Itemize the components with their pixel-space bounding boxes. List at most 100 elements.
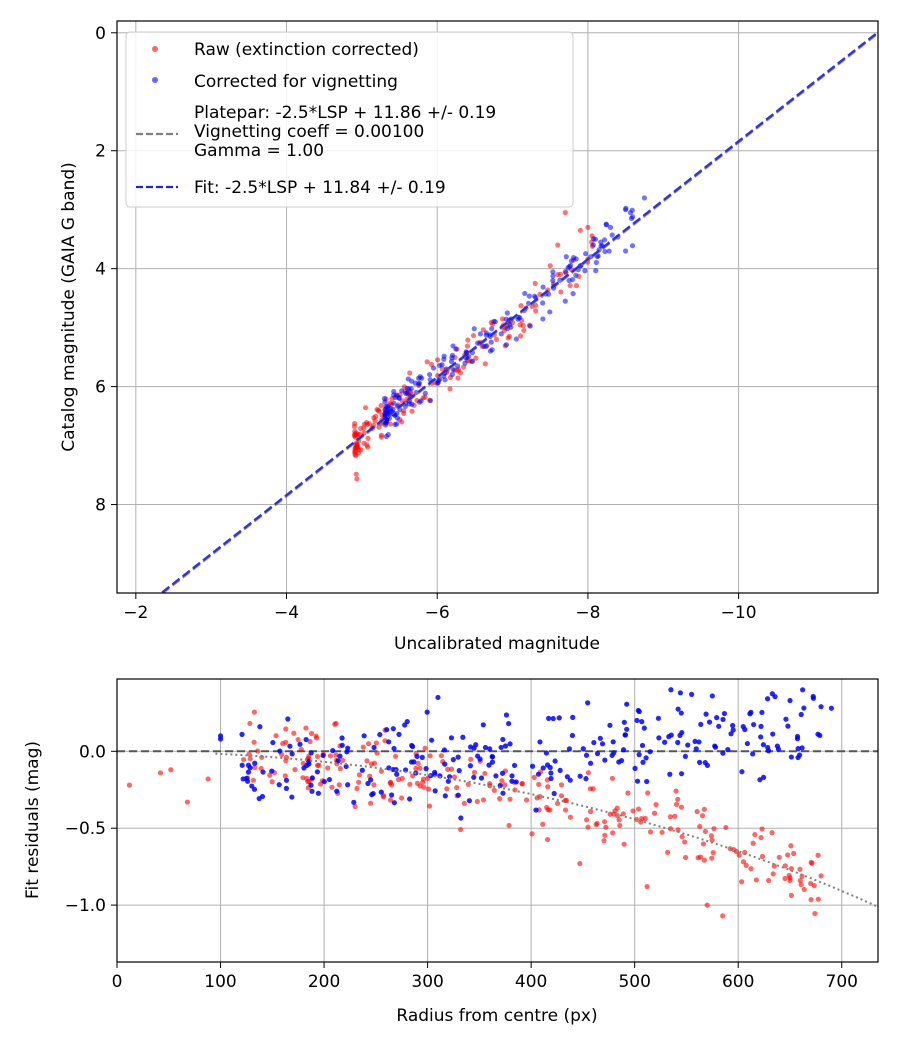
- raw-residual-point: [536, 781, 542, 787]
- top-x-tick-label: −4: [274, 603, 299, 623]
- corrected-point: [450, 367, 456, 373]
- raw-residual-point: [702, 828, 708, 835]
- raw-residual-point: [438, 753, 444, 759]
- corrected-residual-point: [655, 715, 662, 721]
- corrected-residual-point: [337, 753, 343, 759]
- top-legend: Raw (extinction corrected) Corrected for…: [125, 31, 574, 208]
- corrected-residual-point: [577, 773, 583, 779]
- corrected-point: [477, 331, 483, 337]
- corrected-residual-point: [351, 799, 357, 805]
- raw-residual-point: [333, 720, 339, 727]
- corrected-residual-point: [256, 795, 262, 802]
- corrected-residual-point: [828, 705, 835, 711]
- raw-residual-point: [415, 760, 421, 767]
- raw-residual-point: [610, 830, 616, 836]
- raw-residual-point: [567, 814, 574, 820]
- raw-residual-point: [427, 803, 433, 809]
- raw-residual-point: [417, 765, 423, 771]
- raw-residual-point: [797, 866, 803, 872]
- corrected-residual-point: [587, 760, 594, 766]
- corrected-residual-point: [503, 712, 510, 718]
- corrected-point: [469, 358, 476, 364]
- fit-line: [161, 31, 878, 593]
- raw-residual-point: [815, 896, 821, 902]
- bottom-y-tick-label: 0.0: [79, 742, 106, 762]
- corrected-point: [603, 222, 610, 228]
- corrected-residual-point: [315, 790, 321, 796]
- raw-point: [585, 224, 591, 230]
- corrected-residual-point: [725, 747, 731, 753]
- raw-residual-point: [625, 790, 631, 796]
- bottom-x-tick-label: 400: [515, 972, 547, 992]
- raw-residual-point: [507, 796, 513, 802]
- raw-residual-point: [240, 756, 247, 763]
- corrected-residual-point: [547, 764, 553, 771]
- raw-residual-point: [337, 766, 343, 772]
- raw-point: [435, 357, 441, 363]
- raw-residual-point: [482, 770, 488, 777]
- corrected-residual-point: [656, 735, 662, 741]
- legend-label-fit: Fit: -2.5*LSP + 11.84 +/- 0.19: [194, 178, 446, 198]
- corrected-residual-point: [616, 759, 622, 765]
- corrected-residual-point: [759, 709, 765, 716]
- corrected-residual-point: [458, 815, 464, 821]
- raw-residual-point: [708, 833, 715, 839]
- corrected-residual-point: [389, 792, 395, 798]
- corrected-residual-point: [442, 761, 448, 767]
- corrected-residual-point: [730, 722, 736, 729]
- corrected-residual-point: [566, 746, 573, 752]
- corrected-point: [622, 248, 629, 254]
- corrected-residual-point: [378, 789, 384, 795]
- corrected-residual-point: [424, 709, 430, 715]
- raw-residual-point: [739, 879, 745, 885]
- corrected-residual-point: [750, 751, 756, 757]
- raw-residual-point: [788, 865, 795, 872]
- corrected-residual-point: [217, 736, 224, 742]
- raw-residual-point: [269, 779, 275, 785]
- raw-residual-point: [630, 808, 636, 814]
- raw-residual-point: [422, 745, 428, 751]
- raw-residual-point: [675, 827, 681, 833]
- vignetting-model-curve: [215, 752, 878, 908]
- corrected-point: [547, 309, 553, 315]
- corrected-residual-point: [390, 766, 396, 773]
- corrected-residual-point: [540, 765, 546, 771]
- raw-residual-point: [373, 740, 379, 746]
- corrected-point: [462, 360, 468, 366]
- corrected-residual-point: [730, 727, 736, 733]
- raw-point: [464, 343, 471, 349]
- raw-residual-point: [770, 871, 776, 877]
- corrected-residual-point: [344, 749, 350, 755]
- raw-residual-point: [545, 836, 551, 843]
- raw-residual-point: [519, 781, 525, 787]
- raw-residual-point: [679, 834, 685, 840]
- corrected-point: [483, 332, 489, 338]
- corrected-residual-point: [641, 725, 647, 731]
- corrected-residual-point: [471, 745, 477, 751]
- corrected-residual-point: [239, 762, 245, 768]
- raw-residual-point: [782, 875, 788, 882]
- top-axes-frame: [116, 20, 879, 594]
- raw-residual-point: [471, 769, 478, 775]
- corrected-point: [566, 277, 572, 284]
- raw-residual-point: [461, 800, 467, 806]
- corrected-residual-point: [599, 741, 606, 747]
- corrected-residual-point: [636, 708, 642, 715]
- corrected-residual-point: [502, 743, 509, 749]
- corrected-residual-point: [467, 763, 474, 769]
- corrected-residual-point: [455, 754, 461, 760]
- corrected-point: [391, 400, 397, 406]
- raw-residual-point: [808, 897, 814, 903]
- raw-point: [361, 440, 367, 446]
- raw-point: [470, 332, 477, 339]
- corrected-residual-point: [636, 752, 642, 758]
- raw-residual-point: [157, 770, 164, 776]
- corrected-residual-point: [391, 800, 397, 806]
- raw-residual-point: [307, 738, 313, 745]
- top-x-ticks: −2 −4 −6 −8 −10: [123, 593, 757, 623]
- corrected-residual-point: [390, 726, 396, 732]
- corrected-residual-point: [407, 796, 413, 802]
- raw-point: [518, 303, 524, 309]
- raw-point: [351, 423, 358, 430]
- corrected-point: [417, 374, 423, 380]
